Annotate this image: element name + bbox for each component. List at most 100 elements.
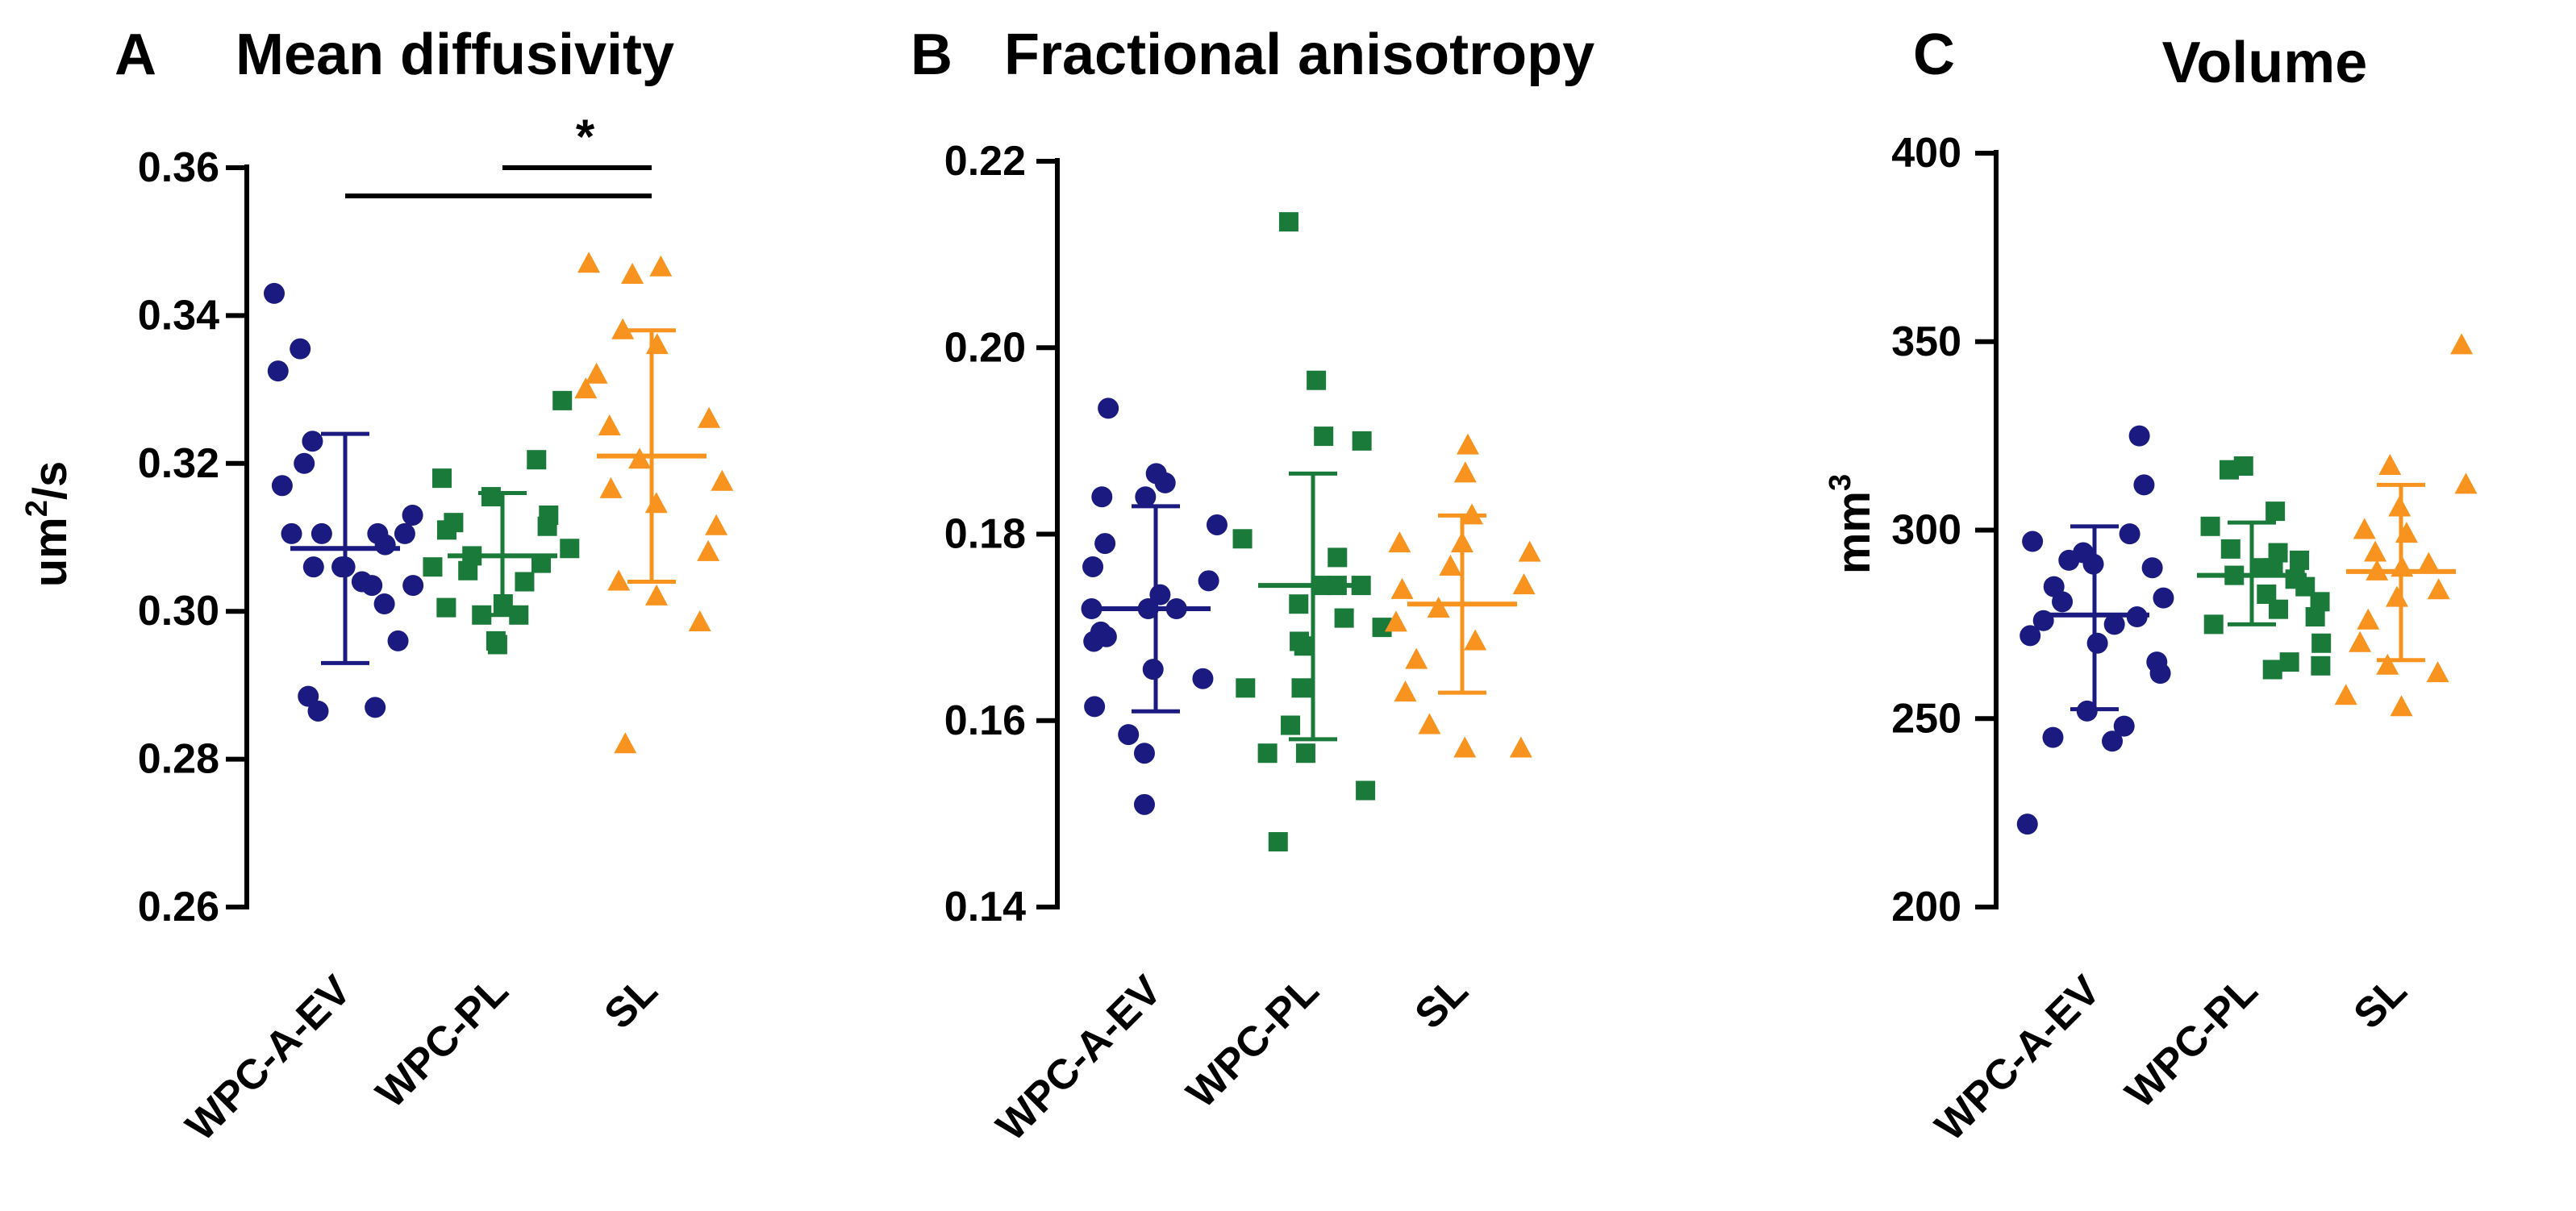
data-point xyxy=(2086,632,2108,654)
data-point xyxy=(1518,540,1541,562)
x-category-label: WPC-PL xyxy=(367,967,517,1117)
data-point xyxy=(560,539,580,559)
data-point xyxy=(2022,531,2044,552)
data-point xyxy=(1278,212,1298,232)
y-axis-label-base: um xyxy=(24,517,77,587)
data-point xyxy=(2042,726,2064,748)
x-category-label: WPC-PL xyxy=(2116,967,2266,1117)
data-point xyxy=(271,475,293,497)
y-axis-label: um2/s xyxy=(20,461,77,588)
data-point xyxy=(527,450,547,470)
y-tick-label: 200 xyxy=(1891,884,1961,930)
data-point xyxy=(436,520,456,540)
data-point xyxy=(1405,647,1428,669)
data-point xyxy=(1328,547,1348,568)
data-point xyxy=(1289,594,1309,614)
data-point xyxy=(481,487,501,507)
data-point xyxy=(387,630,409,651)
data-point xyxy=(374,534,396,556)
panel-title: Fractional anisotropy xyxy=(1004,23,1594,87)
data-point xyxy=(2305,607,2325,627)
significance-star: * xyxy=(576,110,595,164)
data-point xyxy=(1084,696,1106,718)
panel-a: A Mean diffusivity 0.26 0.28 0.30 0.32 0.34 0.3… xyxy=(20,23,734,1150)
y-axis-label-tail: /s xyxy=(24,461,77,500)
data-point xyxy=(1232,529,1253,549)
data-point xyxy=(1390,577,1414,599)
data-point xyxy=(1352,431,1372,451)
y-tick-label: 0.34 xyxy=(138,292,219,339)
data-point xyxy=(2417,551,2441,573)
panel-b: B Fractional anisotropy 0.14 0.16 0.18 0.20 0.… xyxy=(911,23,1594,1150)
x-category-label: WPC-A-EV xyxy=(177,967,361,1150)
data-point xyxy=(611,318,635,339)
data-point xyxy=(1154,472,1176,493)
data-point xyxy=(2219,460,2239,480)
data-point xyxy=(302,556,324,578)
data-point xyxy=(1307,370,1327,390)
data-point xyxy=(2058,549,2080,571)
data-point xyxy=(2454,472,2478,494)
data-point xyxy=(1198,570,1219,592)
data-point xyxy=(2353,518,2376,539)
data-point xyxy=(264,282,285,304)
data-point xyxy=(373,593,395,615)
y-tick-label: 0.30 xyxy=(138,588,219,635)
y-tick-label: 0.18 xyxy=(944,511,1026,558)
data-point xyxy=(1281,715,1301,735)
data-point xyxy=(1464,629,1487,651)
data-point xyxy=(2390,695,2413,717)
y-tick-label: 0.20 xyxy=(944,324,1026,371)
data-point xyxy=(2279,652,2299,672)
data-point xyxy=(1133,793,1155,815)
data-point xyxy=(1083,630,1105,652)
series-wpc-pl xyxy=(1232,212,1392,852)
data-point xyxy=(1192,668,1214,689)
data-point xyxy=(2016,814,2038,835)
series-sl xyxy=(574,252,734,754)
data-point xyxy=(1268,832,1288,852)
data-point xyxy=(1081,598,1103,619)
data-point xyxy=(649,255,673,277)
y-tick-label: 0.32 xyxy=(138,440,219,487)
data-point xyxy=(2128,425,2150,447)
data-point xyxy=(1118,724,1140,746)
data-point xyxy=(711,469,734,491)
data-point xyxy=(2376,653,2399,675)
y-axis-label-base: mm xyxy=(1828,491,1880,574)
data-point xyxy=(432,468,452,489)
data-point xyxy=(2311,633,2332,653)
x-category-label: SL xyxy=(595,967,666,1038)
y-tick-label: 0.22 xyxy=(944,138,1026,185)
data-point xyxy=(2262,660,2282,680)
series-wpc-a-ev xyxy=(264,282,424,722)
data-point xyxy=(307,700,329,722)
data-point xyxy=(1453,461,1477,483)
series-sl xyxy=(2334,333,2478,717)
panel-label: B xyxy=(911,23,952,87)
data-point xyxy=(267,360,289,382)
data-point xyxy=(1512,573,1536,595)
y-axis-label-superscript: 2 xyxy=(20,500,54,517)
data-point xyxy=(2153,587,2174,609)
y-tick-label: 400 xyxy=(1891,130,1961,177)
data-point xyxy=(423,557,443,577)
data-point xyxy=(2149,663,2171,685)
data-point xyxy=(281,522,302,544)
series-wpc-pl xyxy=(2197,456,2332,680)
panel-title: Mean diffusivity xyxy=(236,23,674,87)
data-point xyxy=(2427,578,2450,600)
panel-label: C xyxy=(1913,23,1955,87)
x-category-label: WPC-A-EV xyxy=(1927,967,2110,1150)
data-point xyxy=(1456,433,1479,455)
data-point xyxy=(458,560,478,581)
data-point xyxy=(2426,661,2449,683)
data-point xyxy=(2102,730,2124,752)
data-point xyxy=(1388,531,1411,553)
series-wpc-a-ev xyxy=(1081,397,1228,815)
data-point xyxy=(697,539,720,561)
data-point xyxy=(365,697,386,718)
y-tick-label: 0.16 xyxy=(944,697,1026,744)
data-point xyxy=(436,597,456,618)
